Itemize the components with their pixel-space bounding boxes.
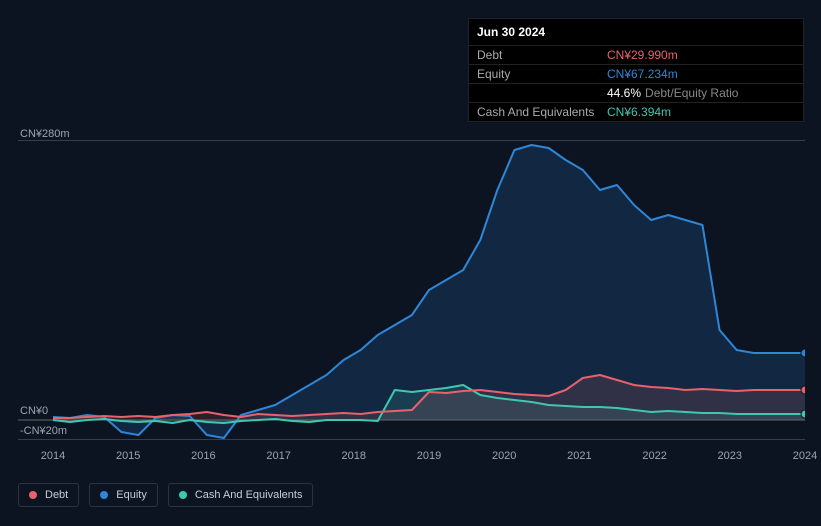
legend-item[interactable]: Debt	[18, 483, 79, 507]
legend-label: Equity	[116, 489, 147, 501]
x-axis-label: 2018	[342, 450, 366, 462]
tooltip-row: 44.6% Debt/Equity Ratio	[469, 84, 803, 103]
tooltip-date: Jun 30 2024	[469, 19, 803, 46]
tooltip-row: Cash And EquivalentsCN¥6.394m	[469, 103, 803, 121]
tooltip-value: CN¥67.234m	[607, 67, 678, 81]
legend-item[interactable]: Equity	[89, 483, 158, 507]
x-axis-label: 2024	[793, 450, 817, 462]
tooltip-value: 44.6%	[607, 86, 641, 100]
legend-label: Debt	[45, 489, 68, 501]
y-axis-label: CN¥280m	[20, 128, 70, 140]
chart-container: { "tooltip": { "date": "Jun 30 2024", "r…	[0, 0, 821, 526]
tooltip-value: CN¥6.394m	[607, 105, 671, 119]
tooltip-row: EquityCN¥67.234m	[469, 65, 803, 84]
x-axis-label: 2015	[116, 450, 140, 462]
legend-label: Cash And Equivalents	[195, 489, 303, 501]
tooltip-label: Cash And Equivalents	[477, 105, 607, 119]
tooltip-row: DebtCN¥29.990m	[469, 46, 803, 65]
line-chart	[18, 140, 805, 440]
legend-dot-icon	[100, 491, 108, 499]
legend-dot-icon	[29, 491, 37, 499]
legend-item[interactable]: Cash And Equivalents	[168, 483, 314, 507]
x-axis-label: 2017	[266, 450, 290, 462]
tooltip-sublabel: Debt/Equity Ratio	[645, 86, 738, 100]
tooltip-value: CN¥29.990m	[607, 48, 678, 62]
chart-tooltip: Jun 30 2024 DebtCN¥29.990mEquityCN¥67.23…	[468, 18, 804, 122]
legend-dot-icon	[179, 491, 187, 499]
tooltip-label: Debt	[477, 48, 607, 62]
x-axis-label: 2016	[191, 450, 215, 462]
x-axis-label: 2019	[417, 450, 441, 462]
x-axis-label: 2023	[718, 450, 742, 462]
x-axis-label: 2021	[567, 450, 591, 462]
x-axis-label: 2022	[642, 450, 666, 462]
chart-legend: Debt Equity Cash And Equivalents	[18, 483, 313, 507]
tooltip-label: Equity	[477, 67, 607, 81]
x-axis-label: 2014	[41, 450, 65, 462]
tooltip-label	[477, 86, 607, 100]
x-axis-label: 2020	[492, 450, 516, 462]
